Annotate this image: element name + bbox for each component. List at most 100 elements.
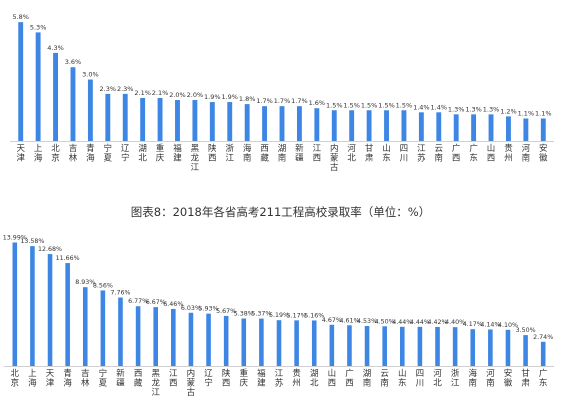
data-label: 1.7% [274,97,291,105]
bar [135,306,141,366]
data-label: 1.6% [309,99,326,107]
bar [453,114,459,141]
x-tick-label: 河北 [347,143,356,164]
x-tick-label: 海南 [468,368,477,389]
data-label: 8.93% [75,279,95,286]
x-tick-label: 上海 [34,144,43,164]
bar [18,22,24,141]
x-tick-label: 吉林 [81,369,90,389]
data-label: 8.56% [93,282,113,289]
data-label: 2.74% [533,334,553,341]
bar [175,100,180,141]
data-label: 1.5% [361,101,378,109]
bar [540,118,546,141]
x-tick-label: 北京 [11,369,20,389]
x-tick-label: 河南 [522,143,531,164]
x-tick-label: 安徽 [539,143,548,164]
data-label: 1.3% [465,105,482,113]
bar [400,326,405,366]
data-label: 5.17% [287,312,307,319]
data-label: 5.16% [304,312,324,319]
bar [384,110,389,141]
data-label: 5.93% [199,306,219,313]
bar [82,287,88,366]
bar [435,326,440,366]
data-label: 2.0% [169,91,186,99]
data-label: 2.1% [152,89,169,97]
data-label: 1.8% [239,95,256,103]
data-label: 1.2% [500,107,517,115]
bar [329,324,335,366]
bar [122,93,128,141]
bar [366,110,372,141]
bar [209,102,215,141]
bar [100,290,106,366]
bar [279,106,285,141]
x-tick-label: 北京 [51,144,60,164]
x-tick-label: 内蒙古 [330,143,339,173]
x-tick-label: 贵州 [504,143,513,164]
bar [294,320,299,366]
x-tick-label: 宁夏 [99,368,108,389]
x-tick-label: 贵州 [292,368,301,389]
x-tick-label: 福建 [173,143,182,164]
x-tick-label: 广东 [469,143,478,164]
bar [471,114,477,141]
data-label: 4.61% [339,317,359,324]
x-tick-label: 浙江 [225,143,234,164]
bar [314,108,320,141]
bar [364,326,370,366]
bar [241,318,247,366]
bar [157,97,163,141]
data-label: 4.3% [47,44,64,52]
data-label: 12.68% [38,246,62,253]
x-tick-label: 河北 [433,368,442,389]
data-label: 2.3% [100,85,117,93]
x-tick-label: 湖北 [310,369,319,389]
x-tick-label: 吉林 [69,144,78,164]
chart-caption: 图表8：2018年各省高考211工程高校录取率（单位：%） [130,205,431,219]
bar [488,329,493,366]
bar [65,263,70,366]
data-label: 4.44% [392,319,412,326]
x-tick-label: 河南 [486,368,495,389]
bar [87,79,93,141]
x-tick-label: 云南 [435,144,444,164]
x-tick-label: 内蒙古 [187,368,196,398]
bar [347,325,352,366]
x-tick-label: 辽宁 [204,369,213,389]
x-tick-label: 青海 [86,143,95,164]
data-label: 3.50% [516,327,536,334]
bar [436,112,442,141]
data-label: 1.5% [396,101,413,109]
data-label: 1.5% [326,101,343,109]
data-label: 4.10% [498,322,518,329]
x-tick-label: 广东 [539,368,548,389]
data-label: 13.58% [20,238,44,245]
x-tick-label: 湖北 [138,144,147,164]
x-tick-label: 黑龙江 [151,369,160,398]
bar [505,329,511,366]
x-tick-label: 新疆 [116,368,125,389]
x-tick-label: 湖南 [363,369,372,389]
bar [206,313,211,366]
data-label: 6.46% [163,301,183,308]
data-label: 4.44% [410,319,430,326]
x-tick-label: 甘肃 [365,143,374,164]
bar [171,308,176,366]
data-label: 5.8% [12,13,29,21]
bar [118,297,123,366]
bar [311,320,317,366]
data-label: 1.4% [431,103,448,111]
data-label: 3.6% [65,58,82,66]
bar [417,326,423,366]
bar [262,106,268,141]
x-tick-label: 山西 [487,143,496,164]
bar [140,97,146,141]
data-label: 6.67% [146,299,166,306]
x-tick-label: 广西 [452,143,461,164]
bar [259,318,264,366]
bar [12,242,18,366]
x-tick-label: 江西 [169,369,178,389]
